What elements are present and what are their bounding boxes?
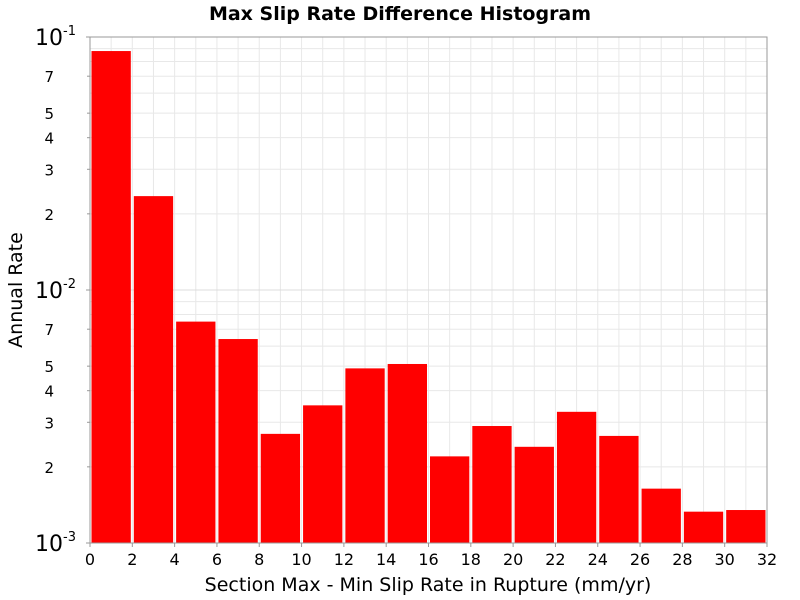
histogram-bar bbox=[683, 511, 724, 543]
histogram-bar bbox=[387, 363, 427, 543]
x-tick-label: 22 bbox=[545, 550, 565, 569]
y-tick-exponent: -3 bbox=[63, 530, 76, 545]
x-tick-label: 28 bbox=[672, 550, 692, 569]
y-minor-tick-label: 2 bbox=[44, 206, 54, 224]
histogram-bar bbox=[176, 321, 216, 543]
x-tick-label: 2 bbox=[127, 550, 137, 569]
x-axis-label: Section Max - Min Slip Rate in Rupture (… bbox=[205, 574, 652, 596]
x-tick-label: 26 bbox=[630, 550, 650, 569]
histogram-bar bbox=[726, 510, 766, 543]
y-tick-exponent: -2 bbox=[63, 277, 76, 292]
x-tick-label: 16 bbox=[418, 550, 438, 569]
x-tick-label: 14 bbox=[376, 550, 396, 569]
x-tick-label: 0 bbox=[85, 550, 95, 569]
histogram-bar bbox=[556, 411, 597, 543]
chart-title: Max Slip Rate Difference Histogram bbox=[209, 3, 591, 25]
x-tick-label: 32 bbox=[757, 550, 777, 569]
y-axis-label: Annual Rate bbox=[5, 232, 27, 348]
x-tick-label: 8 bbox=[254, 550, 264, 569]
x-tick-label: 30 bbox=[715, 550, 735, 569]
bars bbox=[91, 51, 766, 544]
x-tick-label: 24 bbox=[588, 550, 608, 569]
y-tick-label: 10-2 bbox=[35, 277, 76, 304]
y-minor-tick-label: 3 bbox=[44, 161, 54, 179]
x-axis-ticks: 0 2 4 6 8 10 12 14 16 18 20 22 24 26 28 30 32 bbox=[85, 543, 777, 569]
histogram-bar bbox=[218, 339, 258, 543]
histogram-bar bbox=[91, 51, 131, 543]
x-tick-label: 10 bbox=[291, 550, 311, 569]
y-minor-tick-label: 3 bbox=[44, 414, 54, 432]
histogram-bar bbox=[514, 446, 554, 543]
histogram-bar bbox=[641, 488, 681, 543]
x-tick-label: 6 bbox=[212, 550, 222, 569]
histogram-bar bbox=[472, 426, 512, 543]
x-tick-label: 18 bbox=[461, 550, 481, 569]
y-minor-tick-label: 7 bbox=[44, 321, 54, 339]
x-tick-label: 12 bbox=[334, 550, 354, 569]
y-minor-tick-label: 5 bbox=[44, 105, 54, 123]
y-minor-tick-label: 2 bbox=[44, 459, 54, 477]
y-tick-label: 10-3 bbox=[35, 530, 76, 557]
y-minor-tick-label: 4 bbox=[44, 383, 54, 401]
histogram-bar bbox=[260, 433, 301, 543]
histogram-bar bbox=[345, 368, 385, 543]
histogram-bar bbox=[133, 196, 174, 544]
y-tick-base: 10 bbox=[35, 26, 63, 51]
y-minor-tick-label: 5 bbox=[44, 358, 54, 376]
y-minor-tick-label: 7 bbox=[44, 68, 54, 86]
histogram-bar bbox=[599, 435, 639, 543]
y-minor-tick-label: 4 bbox=[44, 130, 54, 148]
y-tick-base: 10 bbox=[35, 279, 63, 304]
y-tick-label: 10-1 bbox=[35, 24, 76, 51]
y-tick-base: 10 bbox=[35, 532, 63, 557]
histogram-bar bbox=[430, 456, 470, 543]
histogram-bar bbox=[303, 405, 343, 543]
y-tick-exponent: -1 bbox=[63, 24, 76, 39]
x-tick-label: 20 bbox=[503, 550, 523, 569]
x-tick-label: 4 bbox=[170, 550, 180, 569]
